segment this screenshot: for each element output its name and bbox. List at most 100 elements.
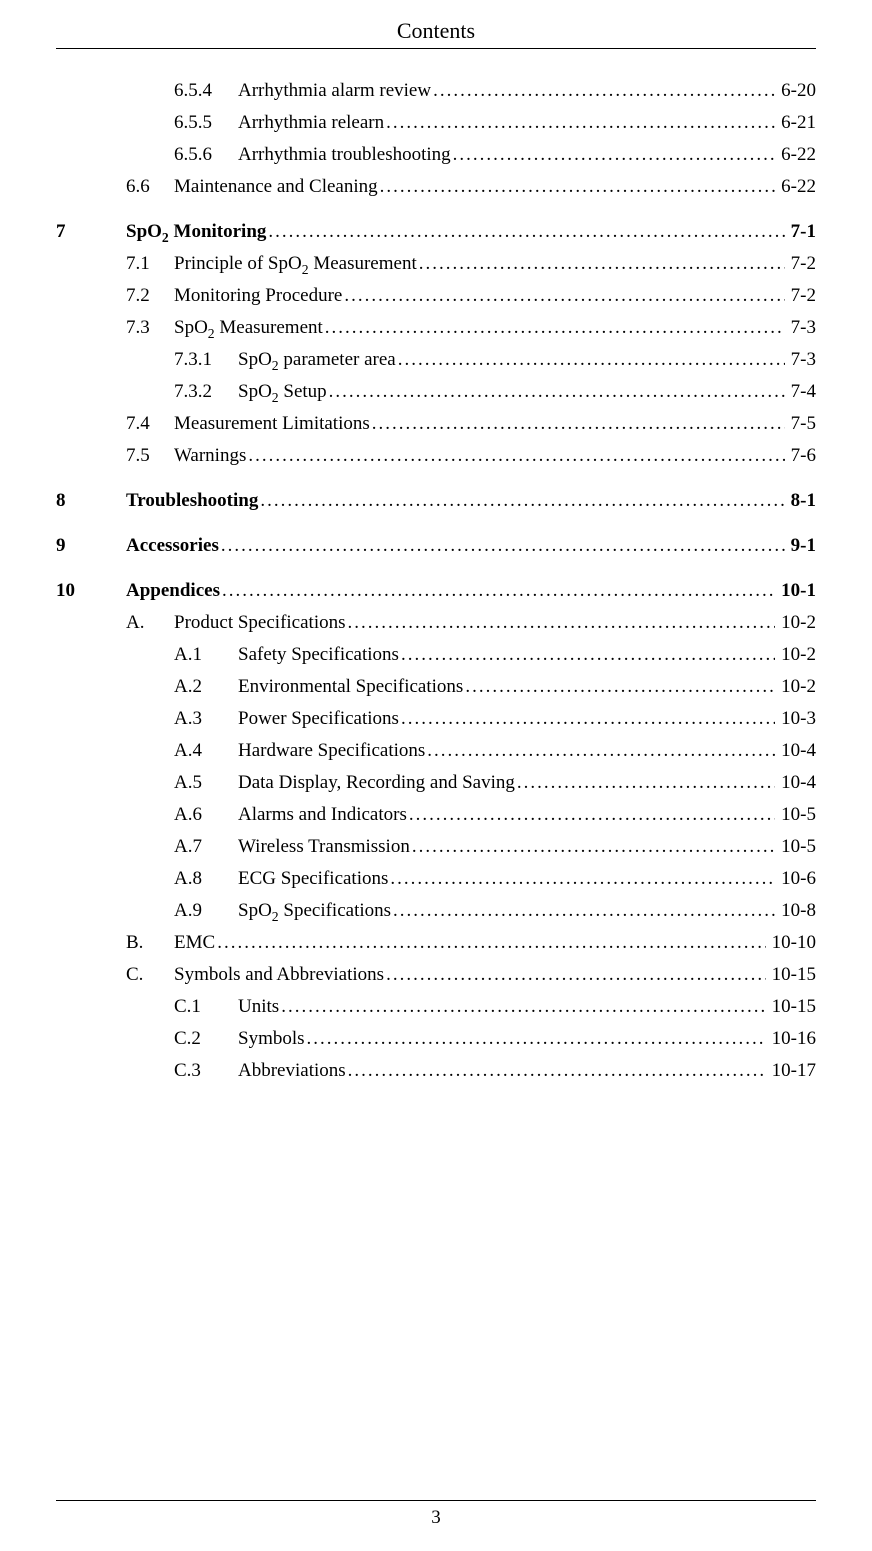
entry-page: 10-10 [768,933,816,952]
dot-leader [386,965,766,984]
table-of-contents: 6.5.4Arrhythmia alarm review 6-206.5.5Ar… [56,81,816,1080]
entry-page: 7-3 [787,318,816,337]
entry-title: Power Specifications [238,709,399,728]
section-number: 7.2 [126,286,174,305]
subsection-number: C.3 [174,1061,238,1080]
entry-title: SpO2 Setup [238,382,327,401]
page-number: 3 [431,1507,441,1528]
subsection-number: A.5 [174,773,238,792]
dot-leader [398,350,785,369]
entry-page: 10-15 [768,965,816,984]
subsection-number: A.7 [174,837,238,856]
dot-leader [325,318,785,337]
page-header: Contents [56,18,816,49]
dot-leader [329,382,785,401]
entry-title: Environmental Specifications [238,677,463,696]
toc-entry: C.3Abbreviations 10-17 [56,1061,816,1080]
toc-entry: 6.5.5Arrhythmia relearn 6-21 [56,113,816,132]
toc-entry: A.8ECG Specifications 10-6 [56,869,816,888]
toc-entry: A.4Hardware Specifications 10-4 [56,741,816,760]
dot-leader [453,145,776,164]
entry-page: 7-6 [787,446,816,465]
entry-page: 10-2 [777,677,816,696]
toc-entry: A.9SpO2 Specifications 10-8 [56,901,816,920]
toc-entry: 9Accessories 9-1 [56,536,816,555]
dot-leader [517,773,775,792]
dot-leader [401,709,775,728]
section-number: 7.5 [126,446,174,465]
entry-page: 7-3 [787,350,816,369]
toc-entry: B.EMC 10-10 [56,933,816,952]
entry-page: 10-5 [777,805,816,824]
toc-entry: 7.2Monitoring Procedure 7-2 [56,286,816,305]
dot-leader [412,837,775,856]
toc-entry: 6.6Maintenance and Cleaning 6-22 [56,177,816,196]
entry-title: Hardware Specifications [238,741,425,760]
toc-entry: 10Appendices 10-1 [56,581,816,600]
toc-entry: A.7Wireless Transmission 10-5 [56,837,816,856]
entry-title: Product Specifications [174,613,346,632]
entry-page: 7-1 [787,222,816,241]
entry-title: Arrhythmia relearn [238,113,384,132]
toc-entry: C.1Units 10-15 [56,997,816,1016]
entry-title: SpO2 Monitoring [126,222,266,241]
entry-title: Maintenance and Cleaning [174,177,378,196]
dot-leader [348,613,776,632]
entry-title: Appendices [126,581,220,600]
entry-title: Monitoring Procedure [174,286,342,305]
dot-leader [419,254,785,273]
entry-title: Wireless Transmission [238,837,410,856]
subsection-number: 6.5.5 [174,113,238,132]
toc-entry: 7.1Principle of SpO2 Measurement 7-2 [56,254,816,273]
dot-leader [307,1029,766,1048]
section-number: 7.3 [126,318,174,337]
entry-page: 6-20 [777,81,816,100]
subsection-number: 7.3.2 [174,382,238,401]
entry-title: Data Display, Recording and Saving [238,773,515,792]
section-number: 6.6 [126,177,174,196]
subsection-number: 6.5.4 [174,81,238,100]
entry-page: 10-8 [777,901,816,920]
toc-entry: 7.5Warnings 7-6 [56,446,816,465]
chapter-number: 10 [56,581,126,600]
section-number: A. [126,613,174,632]
section-number: B. [126,933,174,952]
dot-leader [281,997,765,1016]
toc-entry: A.6Alarms and Indicators 10-5 [56,805,816,824]
entry-title: SpO2 Specifications [238,901,391,920]
entry-page: 6-22 [777,177,816,196]
subsection-number: A.1 [174,645,238,664]
toc-entry: C.2Symbols 10-16 [56,1029,816,1048]
entry-title: Accessories [126,536,219,555]
subsection-number: A.9 [174,901,238,920]
dot-leader [372,414,785,433]
entry-page: 6-21 [777,113,816,132]
entry-page: 9-1 [787,536,816,555]
dot-leader [393,901,775,920]
entry-title: SpO2 parameter area [238,350,396,369]
chapter-number: 8 [56,491,126,510]
page-footer: 3 [56,1500,816,1529]
subsection-number: A.8 [174,869,238,888]
toc-entry: 7.3.2SpO2 Setup 7-4 [56,382,816,401]
entry-title: Symbols and Abbreviations [174,965,384,984]
entry-page: 8-1 [787,491,816,510]
entry-page: 10-16 [768,1029,816,1048]
entry-title: EMC [174,933,215,952]
entry-title: Symbols [238,1029,305,1048]
entry-page: 10-2 [777,613,816,632]
entry-title: Abbreviations [238,1061,346,1080]
subsection-number: A.2 [174,677,238,696]
section-number: 7.1 [126,254,174,273]
subsection-number: A.3 [174,709,238,728]
toc-entry: C.Symbols and Abbreviations 10-15 [56,965,816,984]
subsection-number: 6.5.6 [174,145,238,164]
entry-page: 7-4 [787,382,816,401]
dot-leader [344,286,784,305]
toc-entry: 8Troubleshooting 8-1 [56,491,816,510]
chapter-number: 7 [56,222,126,241]
entry-title: Warnings [174,446,246,465]
entry-title: Troubleshooting [126,491,258,510]
dot-leader [390,869,775,888]
entry-page: 10-17 [768,1061,816,1080]
